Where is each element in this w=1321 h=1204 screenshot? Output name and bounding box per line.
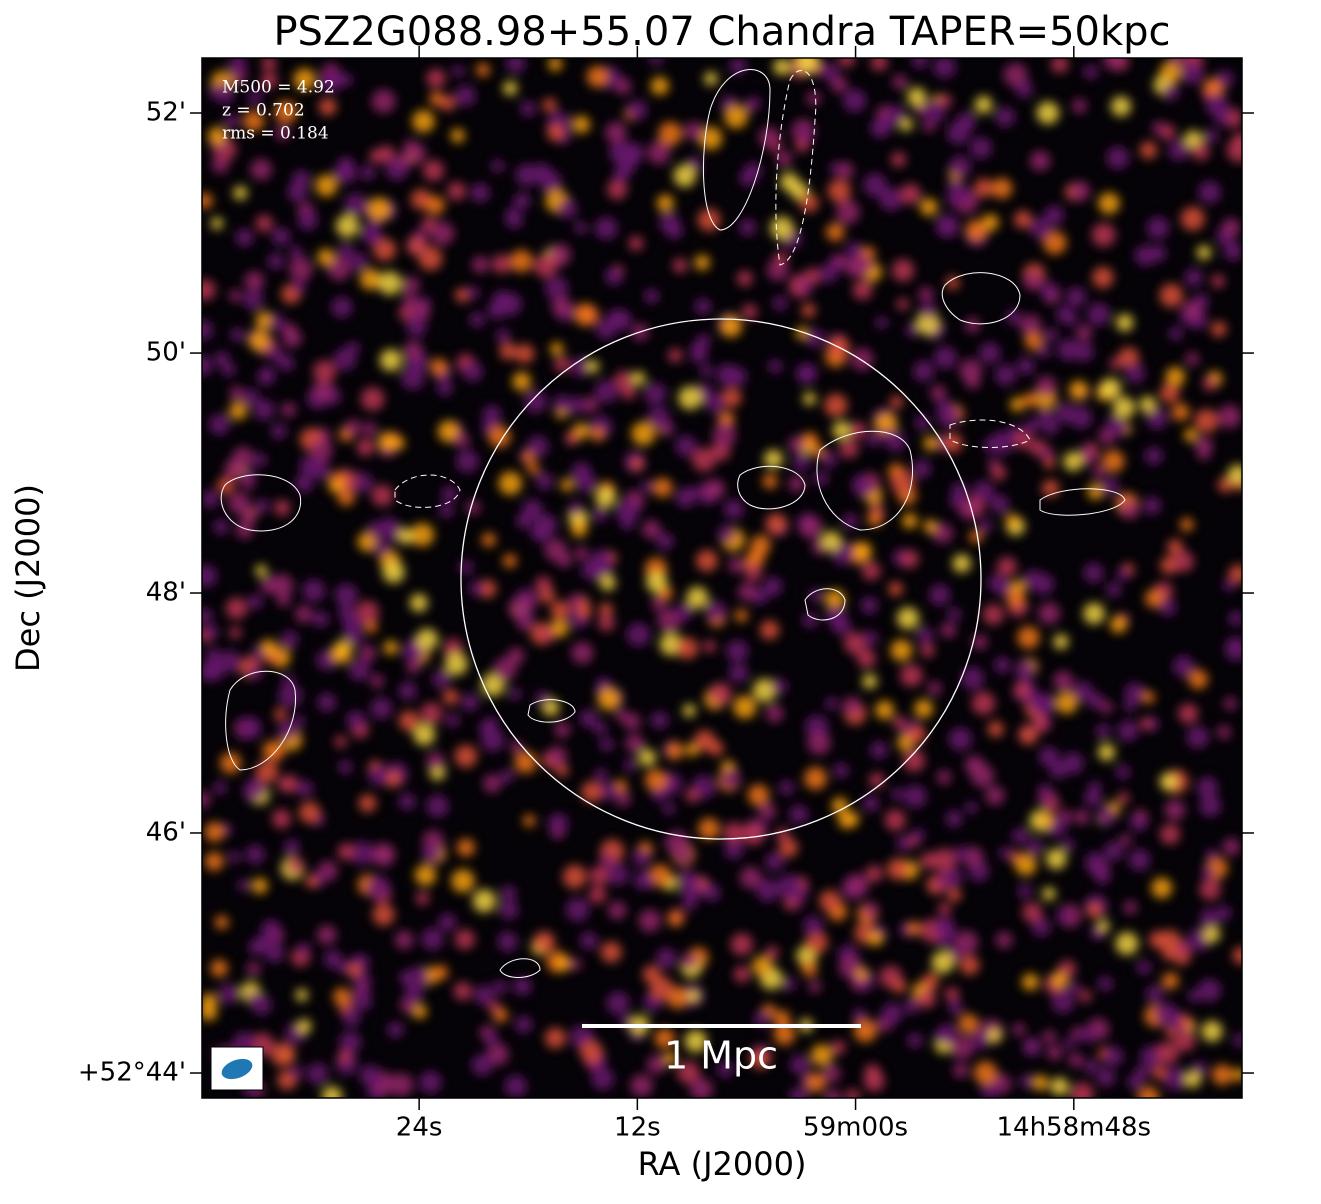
y-tick-label: 46'	[146, 817, 186, 847]
xray-emission	[202, 58, 1242, 1098]
annotation: rms = 0.184	[222, 124, 329, 144]
y-tick-label: +52°44'	[78, 1058, 186, 1088]
annotation: z = 0.702	[222, 101, 305, 121]
beam	[221, 1058, 253, 1080]
r500-circle	[460, 318, 982, 840]
y-tick-label: 50'	[146, 338, 186, 368]
x-tick-label: 59m00s	[803, 1113, 908, 1143]
chart-title: PSZ2G088.98+55.07 Chandra TAPER=50kpc	[273, 9, 1170, 55]
contours	[220, 69, 1126, 978]
scale-bar-label: 1 Mpc	[664, 1034, 778, 1078]
x-tick-label: 14h58m48s	[996, 1113, 1151, 1143]
annotation: M500 = 4.92	[222, 78, 335, 98]
x-tick-label: 24s	[396, 1113, 443, 1143]
x-tick-label: 12s	[614, 1113, 661, 1143]
x-axis-label: RA (J2000)	[638, 1145, 807, 1183]
y-axis-label: Dec (J2000)	[9, 484, 47, 672]
frame	[201, 57, 1243, 1099]
y-tick-label: 48'	[146, 578, 186, 608]
y-tick-label: 52'	[146, 98, 186, 128]
